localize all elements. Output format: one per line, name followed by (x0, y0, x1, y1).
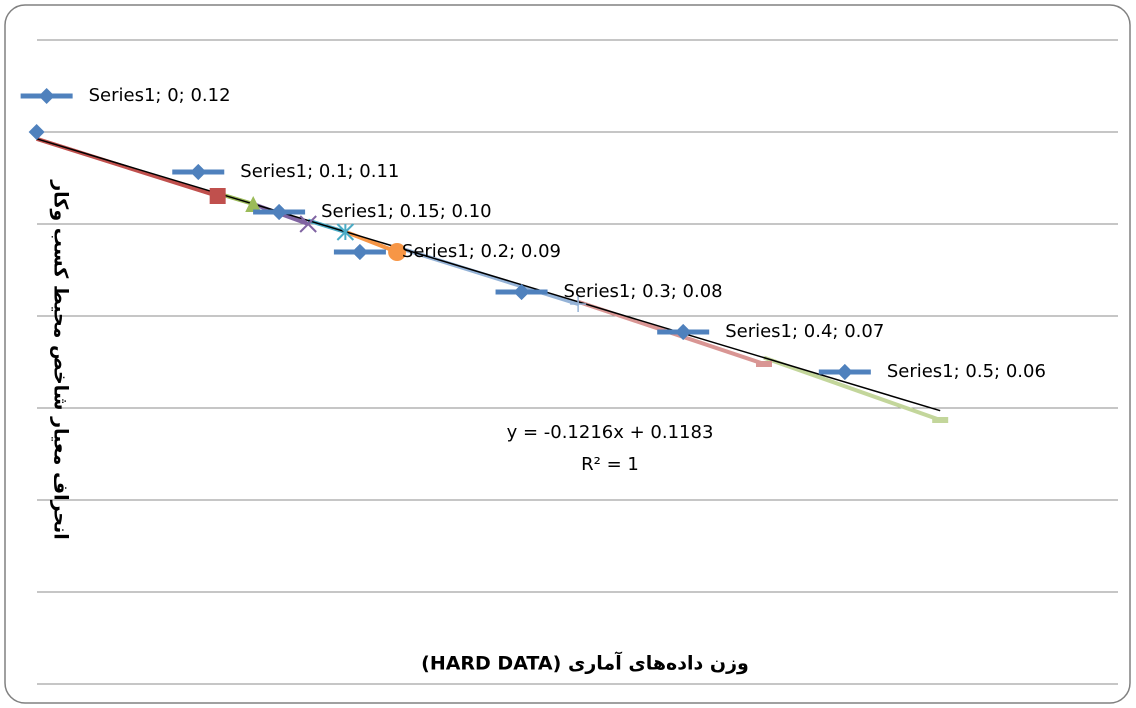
label-key-marker (675, 324, 692, 340)
marker (756, 361, 773, 367)
trend-equation: y = -0.1216x + 0.1183 (507, 422, 714, 443)
label-key-marker (190, 164, 207, 180)
point (28, 124, 45, 140)
data-label: Series1; 0.1; 0.11 (240, 161, 399, 182)
label-key-marker (38, 88, 55, 104)
y-axis-title: انحراف معیار شاخص محیط کسب وکار (50, 179, 72, 540)
data-label: Series1; 0; 0.12 (89, 85, 231, 106)
marker (336, 223, 355, 241)
label-key-marker (836, 364, 853, 380)
label-key-marker (513, 284, 530, 300)
chart-frame (4, 4, 1131, 704)
marker (388, 243, 407, 261)
data-label: Series1; 0.5; 0.06 (887, 361, 1046, 382)
segment (763, 355, 941, 422)
grid (37, 39, 1118, 685)
marker (570, 296, 587, 312)
data-label: Series1; 0.15; 0.10 (321, 201, 492, 222)
marker (299, 215, 317, 233)
x-axis-title: وزن داده‌های آماری (HARD DATA) (421, 651, 749, 675)
data-label: Series1; 0.2; 0.09 (402, 241, 561, 262)
trendline (36, 138, 941, 412)
data-label: Series1; 0.4; 0.07 (725, 321, 884, 342)
marker (209, 188, 226, 204)
label-key-marker (271, 204, 288, 220)
marker (245, 196, 262, 212)
segment (344, 229, 398, 254)
trend-r2: R² = 1 (581, 454, 639, 475)
label-key-marker (351, 244, 368, 260)
marker (932, 417, 949, 423)
data-label: Series1; 0.3; 0.08 (564, 281, 723, 302)
